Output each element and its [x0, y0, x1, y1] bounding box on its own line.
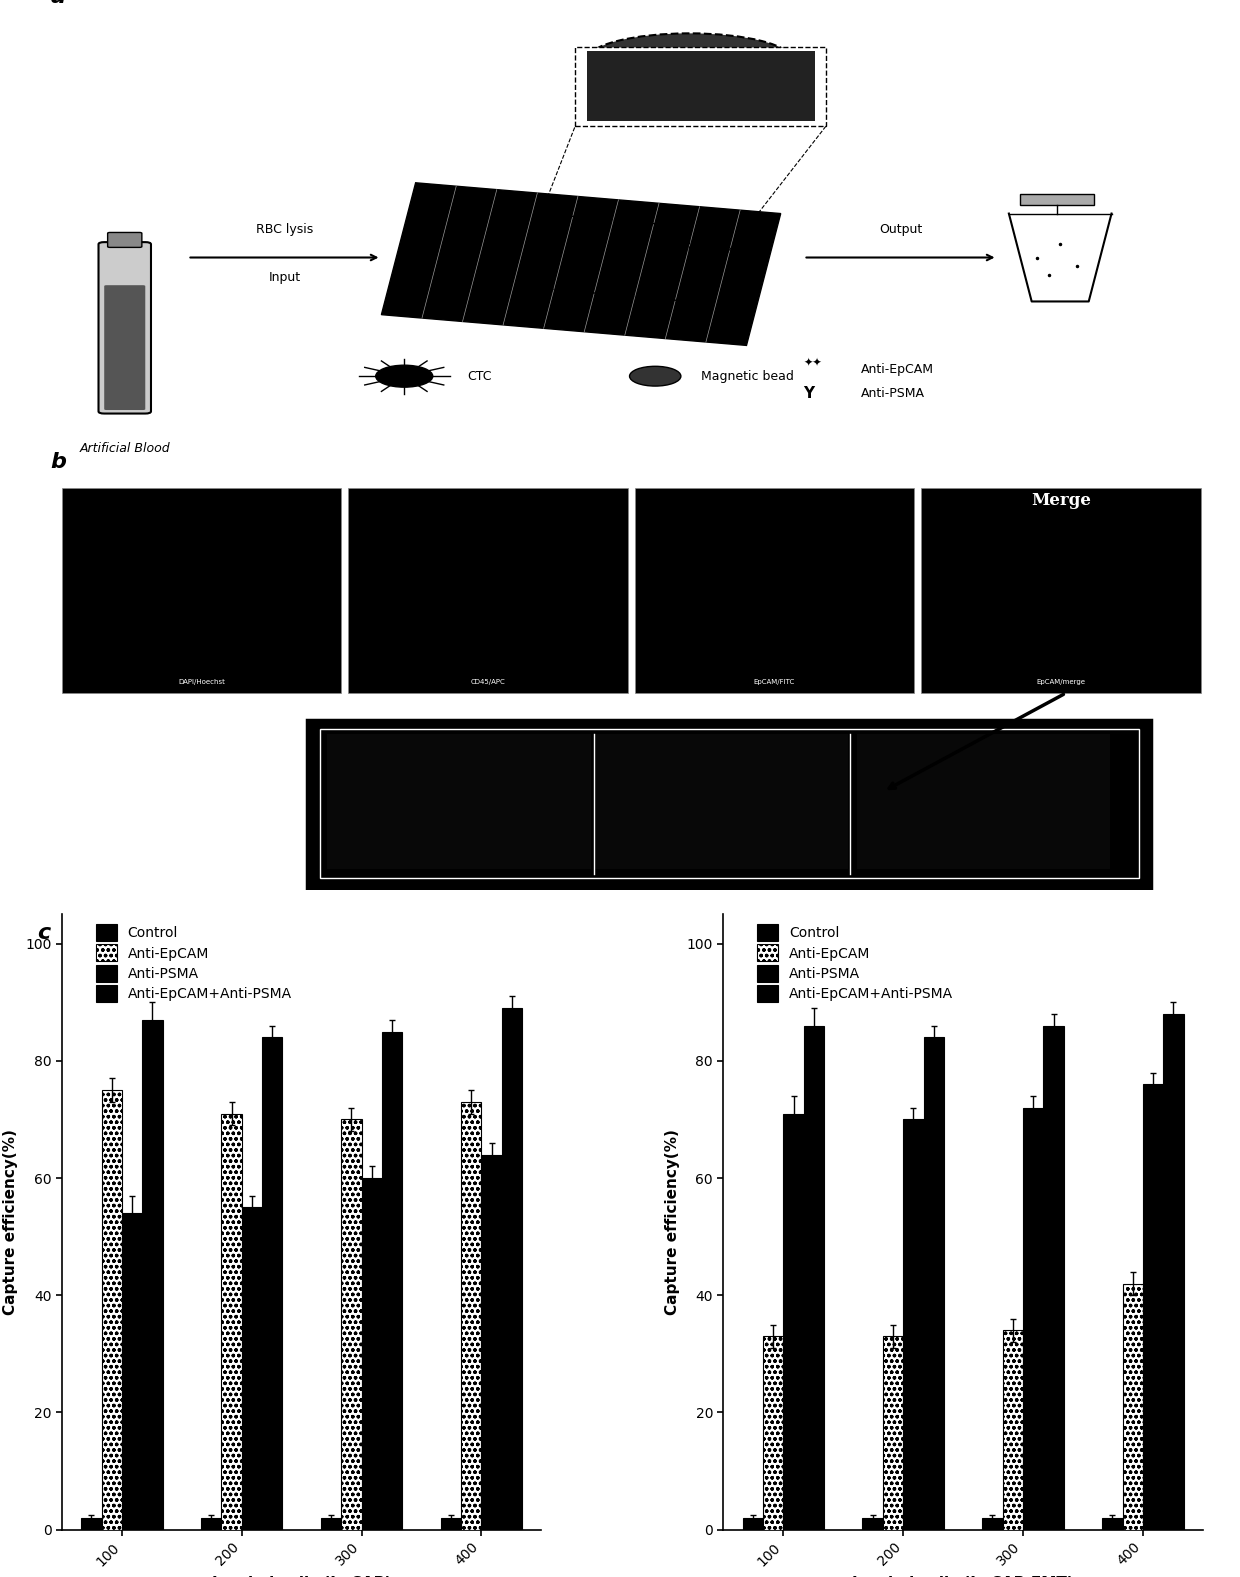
Bar	[784, 1113, 804, 1530]
FancyBboxPatch shape	[108, 232, 141, 248]
Text: Input: Input	[268, 271, 300, 284]
Bar	[575, 47, 826, 126]
FancyBboxPatch shape	[104, 285, 145, 410]
Text: EpCAM/FITC: EpCAM/FITC	[754, 678, 795, 684]
Bar	[921, 487, 1200, 692]
Text: ✦✦: ✦✦	[804, 358, 822, 367]
Bar	[982, 1519, 1003, 1530]
Bar	[502, 1008, 522, 1530]
Bar	[883, 1336, 903, 1530]
Text: c: c	[37, 923, 51, 943]
Text: Output: Output	[879, 222, 923, 235]
Bar	[1043, 1025, 1064, 1530]
Bar	[143, 1020, 162, 1530]
Bar	[222, 1113, 242, 1530]
Bar	[857, 733, 1110, 869]
Bar	[903, 1120, 924, 1530]
Bar	[595, 733, 848, 869]
Legend: Control, Anti-EpCAM, Anti-PSMA, Anti-EpCAM+Anti-PSMA: Control, Anti-EpCAM, Anti-PSMA, Anti-EpC…	[754, 921, 956, 1005]
Bar	[1003, 1331, 1023, 1530]
Text: RBC lysis: RBC lysis	[255, 222, 312, 235]
Bar	[321, 1519, 341, 1530]
Text: Y: Y	[804, 386, 815, 401]
Bar	[242, 1208, 262, 1530]
Ellipse shape	[587, 33, 792, 87]
Y-axis label: Capture efficiency(%): Capture efficiency(%)	[4, 1129, 19, 1315]
Bar	[1163, 1014, 1184, 1530]
Bar	[326, 733, 591, 869]
Bar	[924, 1038, 944, 1530]
Bar	[1102, 1519, 1122, 1530]
Bar	[587, 50, 815, 121]
Legend: Control, Anti-EpCAM, Anti-PSMA, Anti-EpCAM+Anti-PSMA: Control, Anti-EpCAM, Anti-PSMA, Anti-EpC…	[93, 921, 295, 1005]
Y-axis label: Capture efficiency(%): Capture efficiency(%)	[665, 1129, 680, 1315]
Bar	[382, 1031, 402, 1530]
FancyBboxPatch shape	[308, 719, 1152, 888]
Bar	[804, 1025, 825, 1530]
Bar	[122, 1213, 143, 1530]
Circle shape	[376, 366, 433, 388]
Bar	[743, 1519, 763, 1530]
FancyBboxPatch shape	[320, 729, 1138, 878]
Bar	[201, 1519, 222, 1530]
Text: Magnetic bead: Magnetic bead	[701, 369, 794, 383]
Bar	[863, 1519, 883, 1530]
Text: Anti-EpCAM: Anti-EpCAM	[861, 363, 934, 375]
Bar	[461, 1102, 481, 1530]
Bar	[1143, 1085, 1163, 1530]
Bar	[348, 487, 627, 692]
Bar	[362, 1178, 382, 1530]
Text: CD45/APC: CD45/APC	[471, 678, 506, 684]
Bar	[102, 1090, 122, 1530]
Bar	[341, 1120, 362, 1530]
Text: Artificial Blood: Artificial Blood	[79, 442, 170, 456]
Ellipse shape	[630, 366, 681, 386]
Text: CTC: CTC	[467, 369, 491, 383]
Bar	[62, 487, 341, 692]
FancyBboxPatch shape	[98, 243, 151, 413]
Bar	[763, 1336, 784, 1530]
Text: b: b	[51, 451, 67, 472]
Text: a: a	[51, 0, 66, 6]
Bar	[1021, 194, 1095, 205]
Text: EpCAM/merge: EpCAM/merge	[1037, 678, 1085, 684]
Bar	[1122, 1284, 1143, 1530]
Bar	[262, 1038, 283, 1530]
Bar	[1023, 1107, 1043, 1530]
Text: DAPI/Hoechst: DAPI/Hoechst	[179, 678, 226, 684]
Text: Anti-PSMA: Anti-PSMA	[861, 388, 925, 401]
Bar	[440, 1519, 461, 1530]
Polygon shape	[382, 183, 781, 345]
Bar	[635, 487, 914, 692]
Text: Merge: Merge	[1032, 492, 1091, 509]
Bar	[81, 1519, 102, 1530]
Bar	[481, 1154, 502, 1530]
